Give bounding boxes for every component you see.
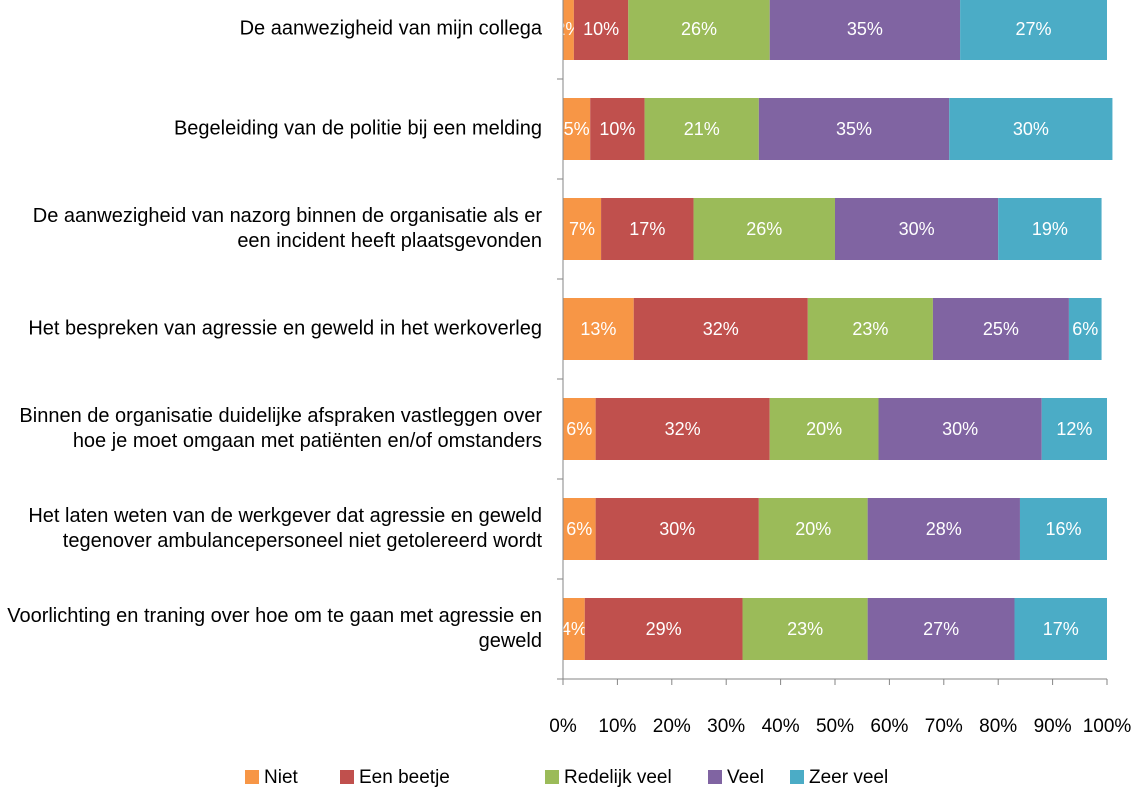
bar-segment <box>807 298 933 360</box>
bar-segment <box>563 498 596 560</box>
legend-label: Zeer veel <box>809 767 888 788</box>
bar-segment <box>601 198 694 260</box>
value-label: 32% <box>703 319 739 339</box>
bar-segment <box>595 398 770 460</box>
bar-segment <box>835 198 999 260</box>
bar-segment <box>758 498 868 560</box>
category-label: De aanwezigheid van nazorg binnen de org… <box>32 205 542 252</box>
value-label: 6% <box>566 519 592 539</box>
bar-segment <box>644 98 759 160</box>
bar-segment <box>584 598 743 660</box>
value-label: 32% <box>665 419 701 439</box>
category-label: Het laten weten van de werkgever dat agr… <box>28 505 542 552</box>
bar-segment <box>563 98 591 160</box>
value-label: 27% <box>923 619 959 639</box>
value-label: 13% <box>580 319 616 339</box>
x-tick-label: 70% <box>925 716 963 737</box>
value-label: 28% <box>926 519 962 539</box>
bar-segment <box>932 298 1069 360</box>
bar-segment <box>960 0 1107 60</box>
x-tick-label: 80% <box>979 716 1017 737</box>
value-label: 30% <box>942 419 978 439</box>
category-label: Het bespreken van agressie en geweld in … <box>28 317 542 340</box>
bar-segment <box>867 498 1020 560</box>
bar-segment <box>563 398 596 460</box>
x-tick-label: 50% <box>816 716 854 737</box>
legend-label: Niet <box>264 767 299 788</box>
bar-segment <box>563 298 634 360</box>
bar-segment <box>573 0 629 60</box>
value-label: 17% <box>629 219 665 239</box>
bar-segment <box>1068 298 1102 360</box>
legend-swatch <box>790 770 804 784</box>
x-tick-label: 60% <box>870 716 908 737</box>
value-label: 30% <box>1013 119 1049 139</box>
bar-segment <box>742 598 868 660</box>
value-label: 20% <box>795 519 831 539</box>
bar-segment <box>628 0 770 60</box>
bar-segment <box>693 198 835 260</box>
value-label: 27% <box>1016 19 1052 39</box>
legend-label: Veel <box>727 767 764 788</box>
legend-swatch <box>340 770 354 784</box>
value-label: 4% <box>561 619 587 639</box>
legend-label: Een beetje <box>359 767 450 788</box>
bar-segment <box>563 0 574 60</box>
value-label: 29% <box>646 619 682 639</box>
x-tick-label: 100% <box>1083 716 1132 737</box>
legend-swatch <box>245 770 259 784</box>
bar-segment <box>595 498 759 560</box>
bar-segment <box>563 598 585 660</box>
bar-segment <box>1014 598 1107 660</box>
value-label: 30% <box>899 219 935 239</box>
x-tick-label: 0% <box>549 716 577 737</box>
value-label: 35% <box>847 19 883 39</box>
value-label: 23% <box>852 319 888 339</box>
value-label: 25% <box>983 319 1019 339</box>
x-tick-label: 10% <box>598 716 636 737</box>
value-label: 10% <box>583 19 619 39</box>
category-label: Voorlichting en traning over hoe om te g… <box>7 605 542 652</box>
bar-segment <box>758 98 950 160</box>
bar-segment <box>949 98 1113 160</box>
bar-segment <box>590 98 645 160</box>
legend-label: Redelijk veel <box>564 767 672 788</box>
bar-segment <box>867 598 1015 660</box>
category-label: De aanwezigheid van mijn collega <box>239 17 542 40</box>
bar-segment <box>1041 398 1107 460</box>
bar-segment <box>769 398 879 460</box>
x-tick-label: 90% <box>1034 716 1072 737</box>
bar-segment <box>563 198 602 260</box>
value-label: 21% <box>684 119 720 139</box>
legend-swatch <box>545 770 559 784</box>
value-label: 19% <box>1032 219 1068 239</box>
value-label: 7% <box>569 219 595 239</box>
category-label: Begeleiding van de politie bij een meldi… <box>173 117 542 140</box>
bar-segment <box>769 0 961 60</box>
bar-segment <box>998 198 1102 260</box>
value-label: 26% <box>681 19 717 39</box>
x-tick-label: 30% <box>707 716 745 737</box>
category-label: Binnen de organisatie duidelijke afsprak… <box>19 405 542 452</box>
value-label: 30% <box>659 519 695 539</box>
value-label: 20% <box>806 419 842 439</box>
value-label: 16% <box>1045 519 1081 539</box>
value-label: 10% <box>599 119 635 139</box>
value-label: 35% <box>836 119 872 139</box>
value-label: 6% <box>566 419 592 439</box>
x-tick-label: 20% <box>653 716 691 737</box>
bar-segment <box>1019 498 1107 560</box>
value-label: 6% <box>1072 319 1098 339</box>
value-label: 12% <box>1056 419 1092 439</box>
legend-swatch <box>708 770 722 784</box>
value-label: 26% <box>746 219 782 239</box>
bar-segment <box>878 398 1042 460</box>
value-label: 23% <box>787 619 823 639</box>
value-label: 5% <box>564 119 590 139</box>
value-label: 17% <box>1043 619 1079 639</box>
x-tick-label: 40% <box>762 716 800 737</box>
bar-segment <box>633 298 808 360</box>
